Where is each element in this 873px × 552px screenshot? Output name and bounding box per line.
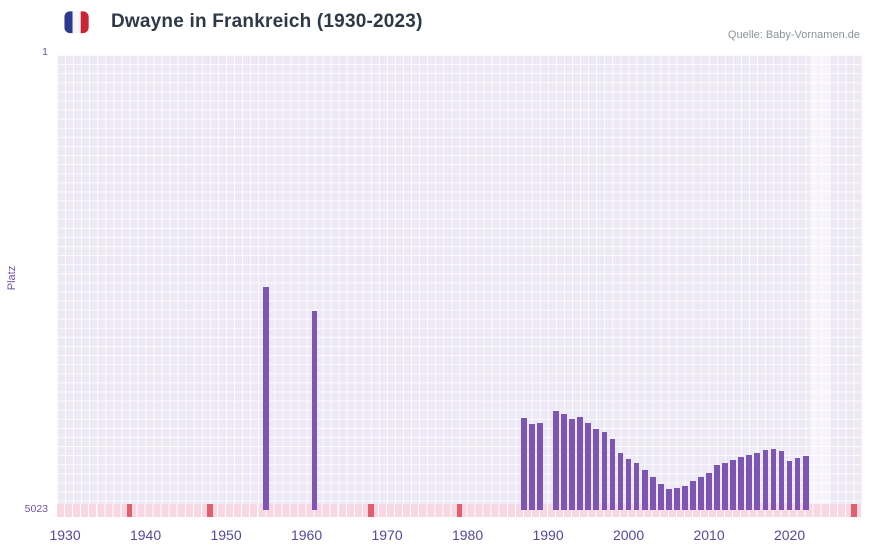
bar-1991[interactable] [553, 410, 559, 510]
bar-1998[interactable] [609, 438, 616, 510]
bar-1999[interactable] [617, 452, 624, 510]
bar-2004[interactable] [657, 483, 664, 510]
flag-stripe-red [80, 11, 89, 34]
bar-1993[interactable] [569, 418, 576, 510]
strip-accent-1938 [126, 504, 133, 517]
flag-stripe-white [72, 11, 81, 34]
bar-2007[interactable] [682, 486, 688, 510]
strip-accent-1979 [456, 504, 463, 517]
bar-2005[interactable] [665, 488, 672, 510]
bar-2010[interactable] [706, 472, 712, 510]
bar-2016[interactable] [754, 452, 761, 510]
y-axis-max-label: 1 [42, 46, 48, 58]
bar-2021[interactable] [794, 457, 801, 510]
bar-1994[interactable] [577, 416, 584, 510]
strip-accent-1968 [368, 504, 374, 517]
x-tick-1960: 1960 [290, 527, 323, 543]
x-tick-2000: 2000 [612, 527, 645, 543]
strip-accent-2028 [851, 504, 857, 517]
bar-2014[interactable] [738, 456, 745, 510]
highlight-band [809, 55, 830, 510]
bar-2006[interactable] [673, 487, 680, 510]
chart-header: Dwayne in Frankreich (1930-2023) [63, 8, 423, 36]
x-tick-1990: 1990 [532, 527, 564, 543]
bar-2020[interactable] [786, 460, 793, 510]
bar-2000[interactable] [625, 458, 632, 510]
source-credit: Quelle: Baby-Vornamen.de [727, 29, 860, 41]
bar-1995[interactable] [585, 422, 592, 510]
bar-2013[interactable] [730, 459, 737, 510]
bar-2015[interactable] [746, 454, 753, 510]
bar-1988[interactable] [529, 424, 535, 510]
x-tick-1940: 1940 [129, 527, 162, 543]
bar-1996[interactable] [593, 428, 600, 510]
bar-2019[interactable] [778, 450, 785, 510]
france-flag-icon [64, 11, 89, 34]
bar-2002[interactable] [641, 469, 648, 510]
bar-2017[interactable] [762, 449, 769, 510]
x-tick-1930: 1930 [49, 527, 81, 543]
x-tick-1970: 1970 [371, 527, 403, 543]
bar-1955[interactable] [263, 287, 270, 510]
y-axis-title: Platz [6, 265, 19, 291]
x-tick-1980: 1980 [451, 527, 484, 543]
x-tick-2010: 2010 [693, 527, 725, 543]
bar-2001[interactable] [633, 462, 640, 510]
strip-accent-1948 [207, 504, 213, 517]
x-tick-1950: 1950 [210, 527, 242, 543]
y-axis-min-label: 5023 [24, 503, 48, 515]
bar-1961[interactable] [311, 311, 318, 510]
bar-2011[interactable] [714, 464, 720, 510]
bars-layer [57, 55, 862, 510]
bar-2009[interactable] [698, 476, 704, 510]
bar-1989[interactable] [537, 423, 543, 510]
bar-2018[interactable] [770, 448, 777, 510]
bar-2022[interactable] [802, 455, 809, 510]
flag-stripe-blue [64, 11, 73, 34]
plot-area [57, 55, 862, 517]
chart-title: Dwayne in Frankreich (1930-2023) [111, 11, 423, 32]
bar-1992[interactable] [561, 413, 568, 510]
bar-2012[interactable] [722, 462, 729, 510]
bar-1997[interactable] [601, 431, 608, 510]
x-tick-2020: 2020 [773, 527, 806, 543]
x-axis-labels: 1930 1940 1950 1960 1970 1980 1990 2000 2010 2020 [49, 527, 862, 547]
bar-2003[interactable] [649, 477, 656, 510]
bar-2008[interactable] [690, 480, 696, 510]
bar-1987[interactable] [521, 417, 527, 510]
